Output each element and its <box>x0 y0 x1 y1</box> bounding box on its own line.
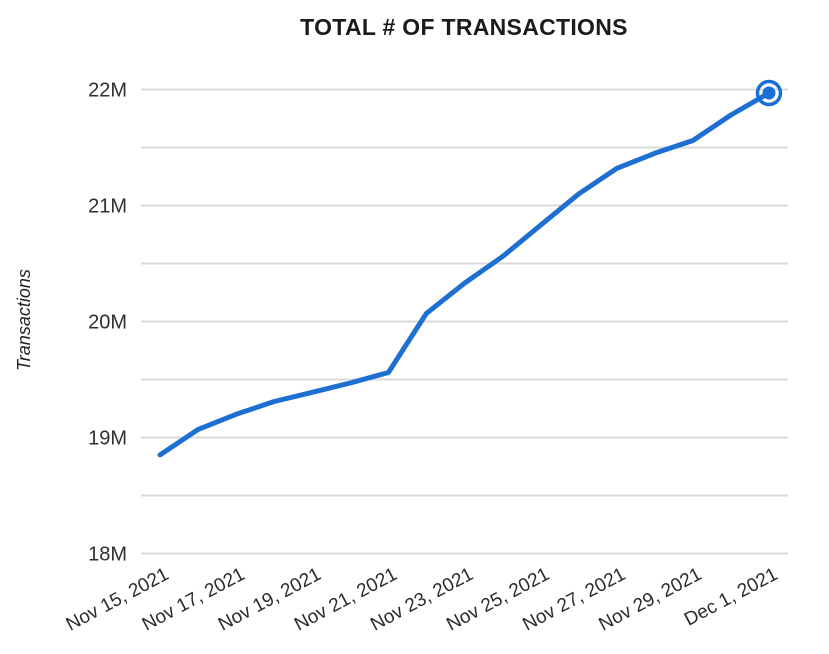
y-axis-tick-label: 21M <box>88 196 127 218</box>
y-axis-tick-label: 18M <box>88 544 127 566</box>
chart-title: TOTAL # OF TRANSACTIONS <box>300 14 628 40</box>
y-axis-tick-label: 19M <box>88 428 127 450</box>
y-axis-title: Transactions <box>14 269 34 371</box>
data-line <box>157 90 772 458</box>
y-axis-tick-labels: 18M 19M 20M 21M 22M <box>88 80 127 566</box>
gridlines <box>141 88 788 555</box>
y-axis-tick-label: 22M <box>88 80 127 102</box>
end-point-marker-ring <box>755 79 783 107</box>
y-axis-tick-label: 20M <box>88 312 127 334</box>
end-point-marker[interactable] <box>755 79 783 107</box>
end-point-marker-dot <box>762 86 776 100</box>
